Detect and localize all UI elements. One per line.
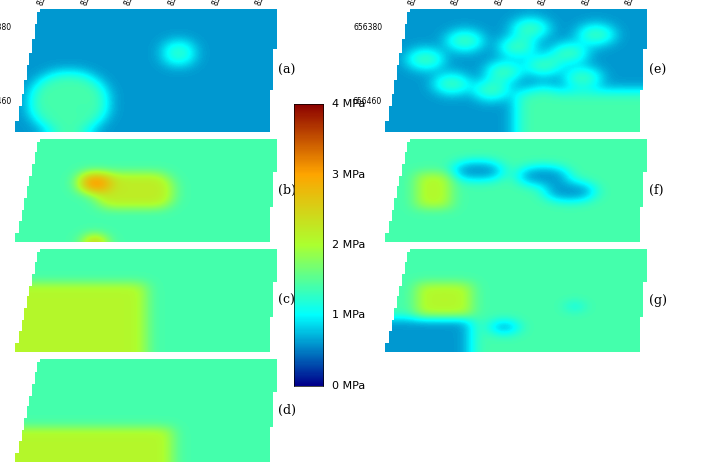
Text: 8319380: 8319380 (450, 0, 470, 7)
Text: 8319460: 8319460 (167, 0, 187, 7)
Text: 0 MPa: 0 MPa (332, 381, 365, 390)
Text: 8319460: 8319460 (537, 0, 558, 7)
Text: 8319340: 8319340 (407, 0, 427, 7)
Text: (b): (b) (279, 184, 296, 197)
Text: 8319500: 8319500 (211, 0, 231, 7)
Text: 8319420: 8319420 (494, 0, 514, 7)
Text: 2 MPa: 2 MPa (332, 240, 365, 250)
Text: 8319340: 8319340 (36, 0, 57, 7)
Text: 656380: 656380 (353, 23, 382, 32)
Text: 8319380: 8319380 (80, 0, 100, 7)
Text: (a): (a) (279, 64, 296, 77)
Text: 656460: 656460 (353, 97, 382, 106)
Text: 656380: 656380 (0, 23, 12, 32)
Text: 3 MPa: 3 MPa (332, 170, 365, 179)
Text: 656460: 656460 (0, 97, 12, 106)
Text: (f): (f) (649, 184, 664, 197)
Text: 1 MPa: 1 MPa (332, 310, 365, 320)
Text: (e): (e) (649, 64, 666, 77)
Text: 4 MPa: 4 MPa (332, 99, 365, 109)
Text: 8319540: 8319540 (624, 0, 645, 7)
Text: (d): (d) (279, 404, 296, 417)
Text: 8319420: 8319420 (123, 0, 144, 7)
Text: 8319500: 8319500 (581, 0, 601, 7)
Text: (c): (c) (279, 294, 295, 307)
Text: 8319540: 8319540 (254, 0, 274, 7)
Text: (g): (g) (649, 294, 666, 307)
